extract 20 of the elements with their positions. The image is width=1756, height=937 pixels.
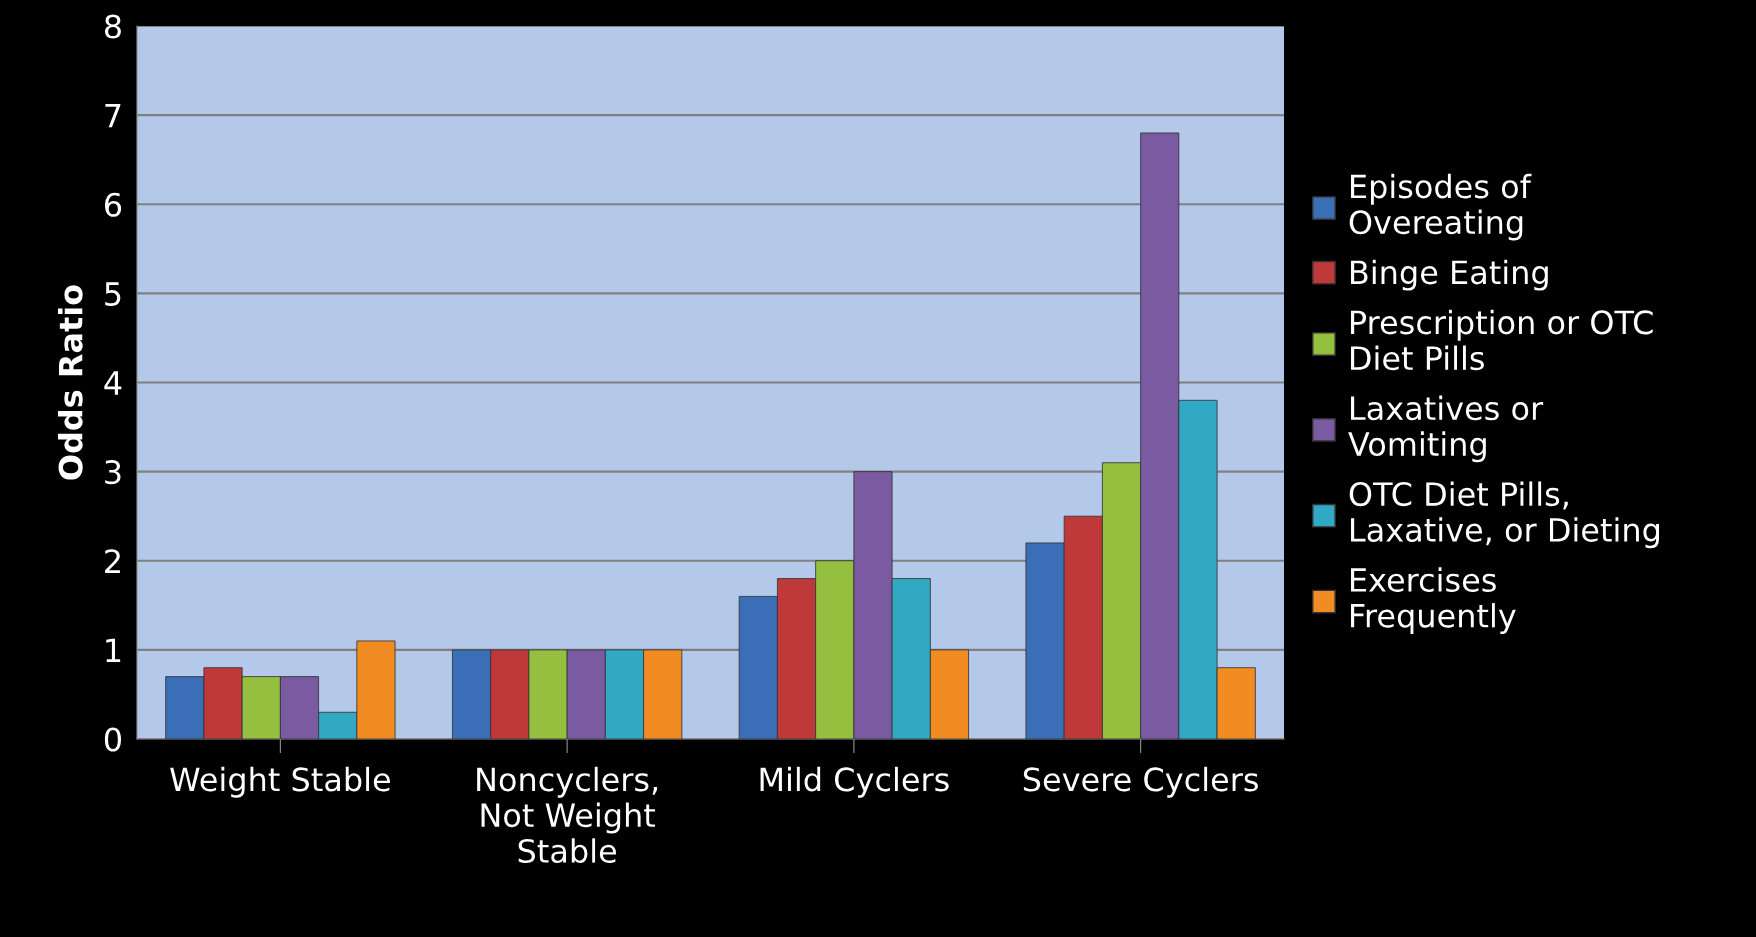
x-tick-label: Severe Cyclers: [1023, 766, 1258, 798]
y-tick-label: 7: [105, 103, 121, 128]
y-tick-label: 3: [105, 460, 121, 485]
y-tick-label: 8: [104, 14, 121, 39]
y-axis-title: Odds Ratio: [57, 285, 83, 480]
y-tick-label: 5: [105, 282, 121, 306]
y-tick-label: 4: [104, 371, 122, 395]
y-tick-label: 2: [105, 549, 120, 573]
legend-label: OTC Diet Pills, Laxative, or Dieting: [1349, 481, 1659, 549]
y-tick-label: 1: [106, 638, 121, 663]
legend-label: Episodes of Overeating: [1349, 173, 1532, 241]
y-tick-label: 6: [105, 192, 122, 217]
legend-label: Laxatives or Vomiting: [1348, 395, 1544, 463]
x-tick-label: Noncyclers, Not Weight Stable: [477, 766, 658, 864]
x-tick-label: Weight Stable: [170, 766, 390, 798]
x-tick-label: Mild Cyclers: [760, 766, 949, 798]
legend-label: Exercises Frequently: [1351, 567, 1516, 634]
legend-label: Prescription or OTC Diet Pills: [1351, 309, 1653, 371]
legend-label: Binge Eating: [1351, 259, 1548, 291]
y-tick-label: 0: [104, 727, 121, 752]
